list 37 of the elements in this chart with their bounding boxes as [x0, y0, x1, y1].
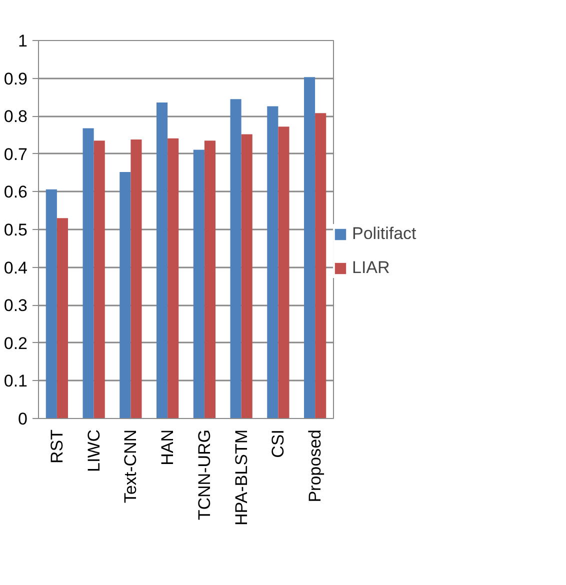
x-tick-label: HPA-BLSTM — [232, 429, 251, 526]
x-tick-label: RST — [47, 430, 66, 464]
y-tick-label: 0.1 — [4, 372, 28, 391]
y-tick-label: 0.6 — [4, 182, 28, 202]
y-tick-label: 0.7 — [4, 144, 28, 164]
bar — [94, 140, 105, 418]
y-tick-label: 0.2 — [4, 334, 28, 353]
bar — [304, 77, 316, 418]
bar — [315, 113, 326, 418]
y-tick-label: 1 — [18, 32, 28, 50]
bar — [46, 189, 57, 418]
bar — [204, 140, 216, 418]
y-tick-label: 0.5 — [4, 220, 28, 240]
bar — [82, 128, 94, 418]
y-tick-label: 0.3 — [4, 296, 28, 316]
y-tick-label: 0.8 — [4, 107, 28, 126]
bar — [230, 99, 242, 418]
legend-label: LIAR — [352, 258, 390, 278]
bar — [168, 138, 179, 418]
y-tick-label: 0.9 — [4, 69, 28, 88]
y-tick-label: 0 — [18, 410, 28, 428]
legend-label: Politifact — [352, 224, 416, 244]
bar — [278, 126, 290, 418]
x-tick-label: TCNN-URG — [194, 429, 214, 520]
bar — [130, 140, 142, 418]
bar — [56, 218, 68, 418]
bar — [156, 102, 168, 418]
x-tick-label: CSI — [268, 429, 288, 458]
bar — [120, 172, 131, 418]
bar — [193, 150, 204, 418]
x-tick-label: HAN — [158, 429, 178, 466]
bar — [241, 134, 252, 418]
x-tick-label: Text-CNN — [121, 430, 140, 504]
x-tick-label: LIWC — [84, 430, 104, 472]
y-tick-label: 0.4 — [4, 258, 28, 278]
bar — [267, 106, 278, 418]
x-tick-label: Proposed — [306, 429, 325, 502]
